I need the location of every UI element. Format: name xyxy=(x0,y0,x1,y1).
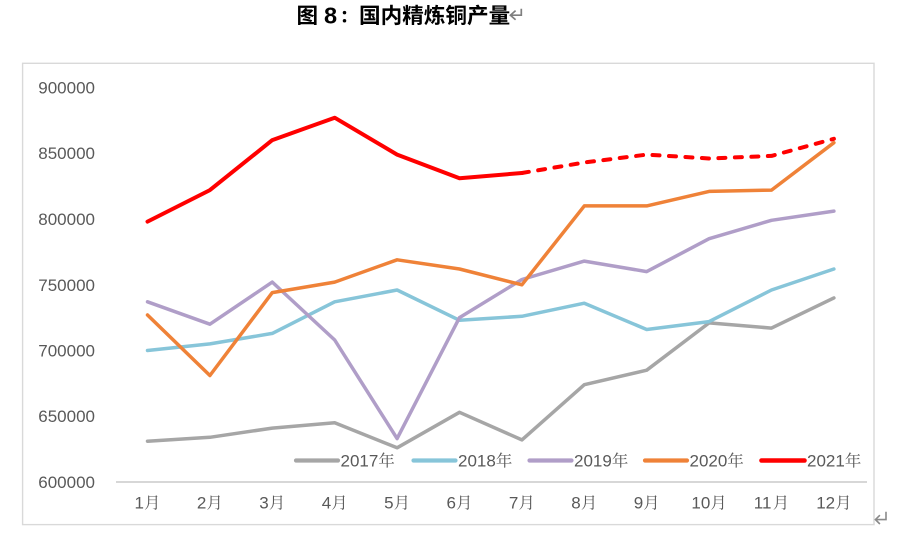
svg-text:7: 7 xyxy=(509,494,518,513)
svg-text:2020: 2020 xyxy=(690,452,728,471)
svg-text:8: 8 xyxy=(571,494,580,513)
svg-text:12: 12 xyxy=(816,494,835,513)
svg-text:5: 5 xyxy=(384,494,393,513)
svg-text:3: 3 xyxy=(259,494,268,513)
svg-text:2019: 2019 xyxy=(574,452,612,471)
svg-text:1: 1 xyxy=(135,494,144,513)
svg-text:8: 8 xyxy=(324,3,337,29)
svg-text:6: 6 xyxy=(447,494,456,513)
svg-text:9: 9 xyxy=(634,494,643,513)
svg-text:900000: 900000 xyxy=(38,79,95,98)
svg-text:2018: 2018 xyxy=(458,452,496,471)
svg-text:2021: 2021 xyxy=(807,452,845,471)
svg-text:2017: 2017 xyxy=(341,452,379,471)
svg-text:800000: 800000 xyxy=(38,210,95,229)
svg-text:11: 11 xyxy=(754,494,772,513)
svg-text:700000: 700000 xyxy=(38,342,95,361)
svg-text:750000: 750000 xyxy=(38,276,95,295)
svg-text:10: 10 xyxy=(691,494,710,513)
svg-text:4: 4 xyxy=(322,494,331,513)
svg-text:850000: 850000 xyxy=(38,144,95,163)
svg-text:2: 2 xyxy=(197,494,206,513)
svg-text:600000: 600000 xyxy=(38,473,95,492)
svg-text:650000: 650000 xyxy=(38,407,95,426)
